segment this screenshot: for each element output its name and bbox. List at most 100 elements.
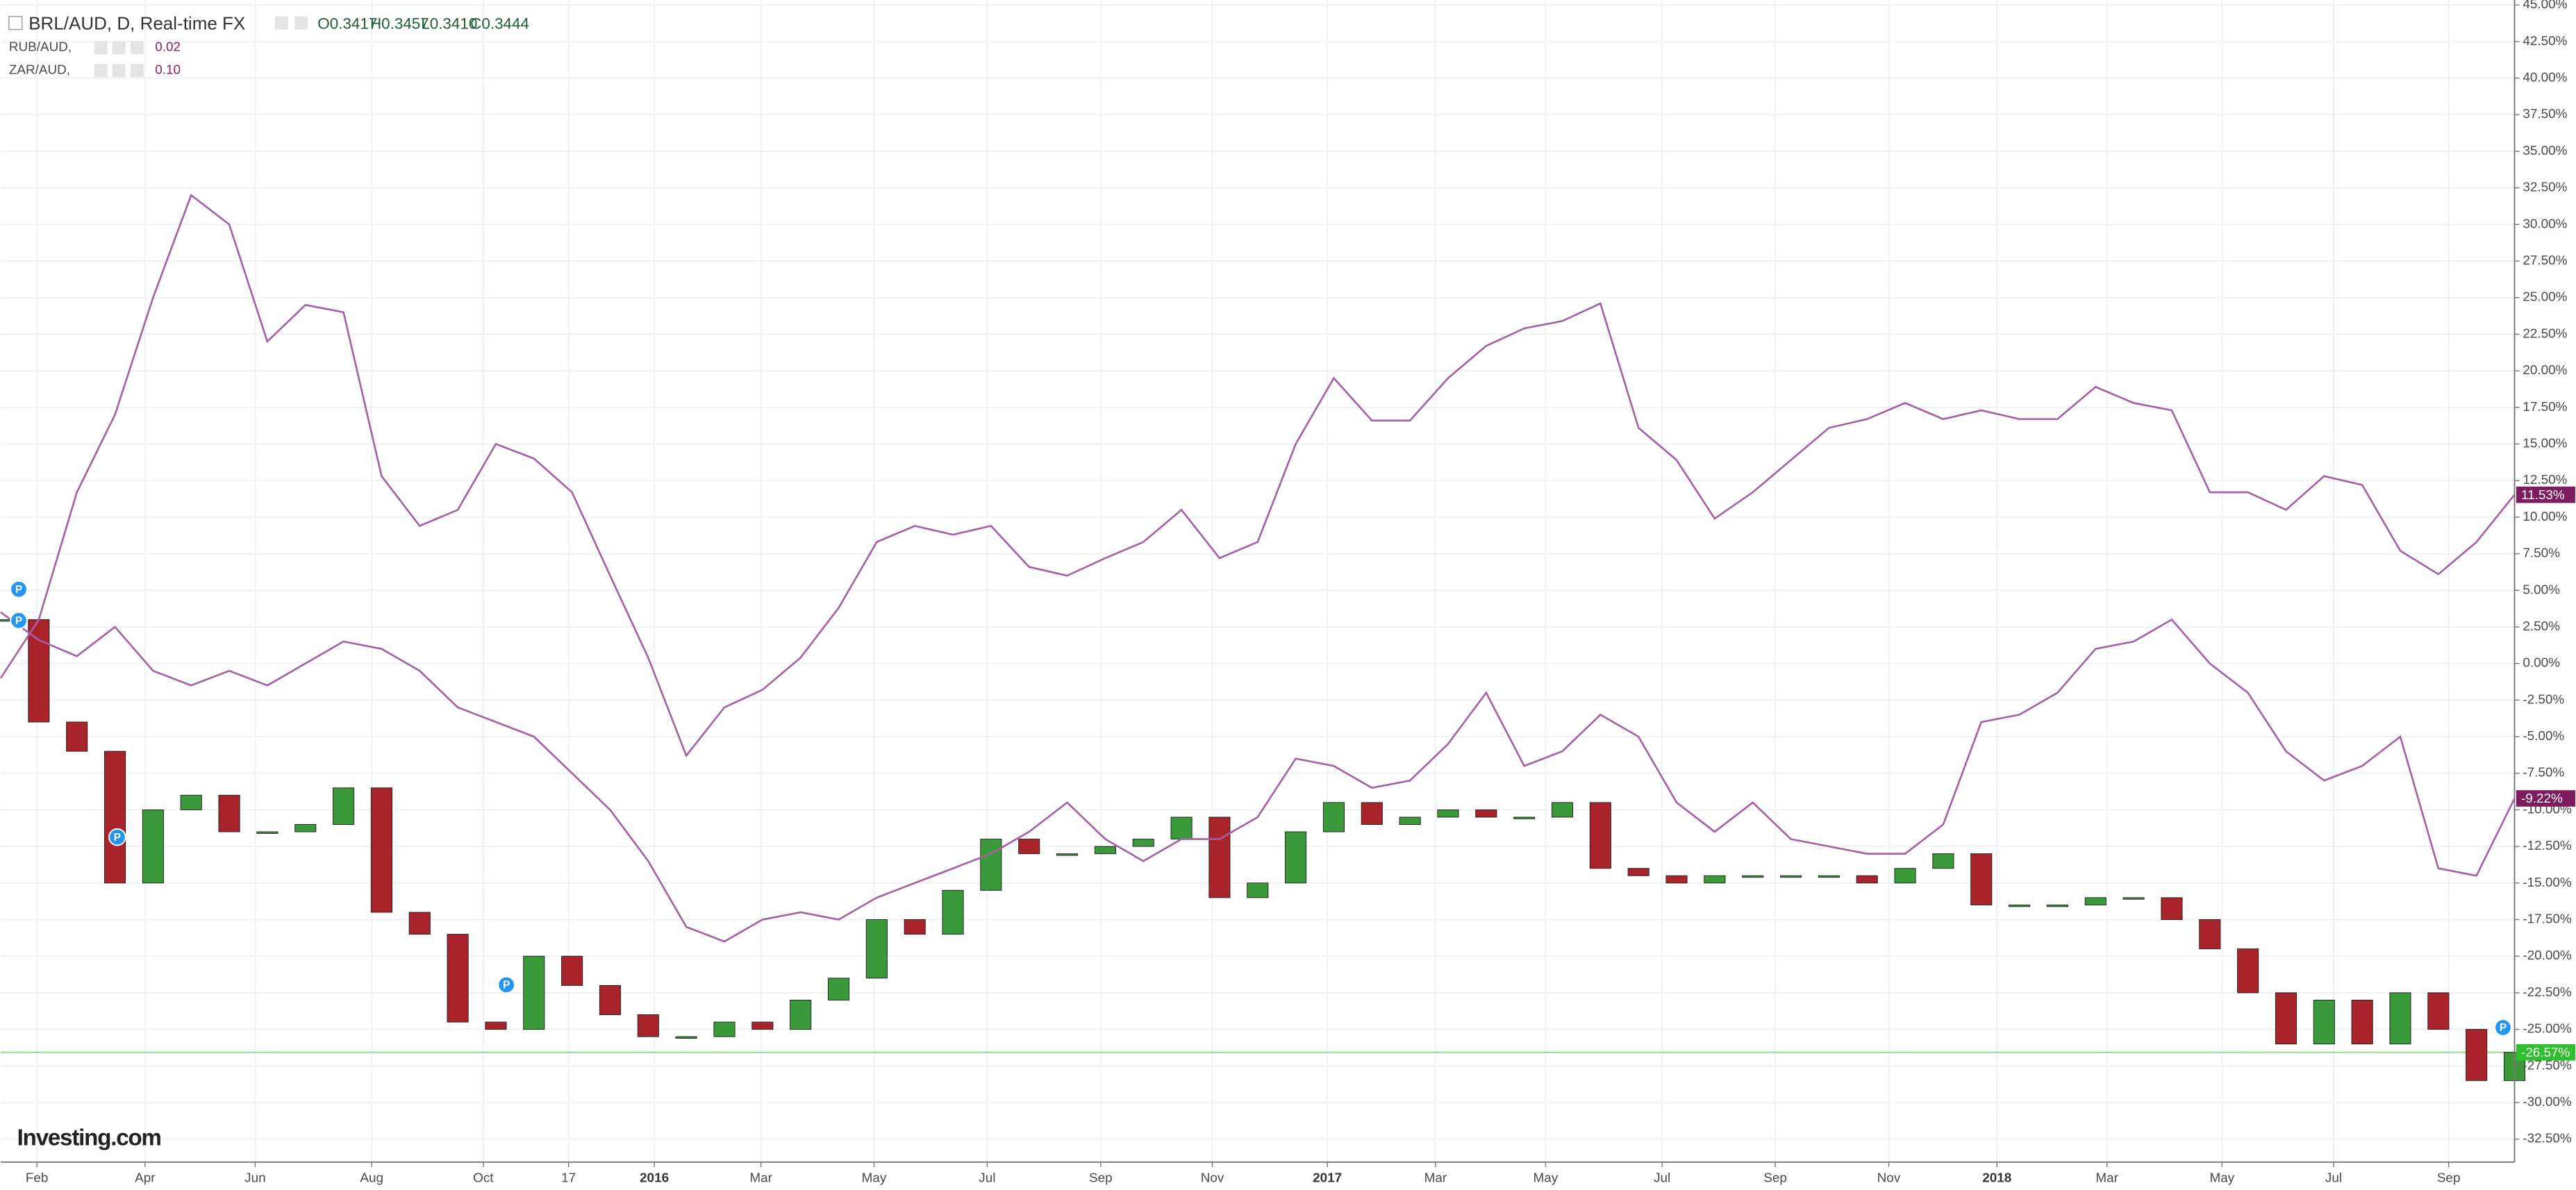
candle <box>827 978 850 1000</box>
candle <box>28 619 50 723</box>
candle <box>2389 992 2411 1045</box>
x-tick-label: Jun <box>244 1171 265 1185</box>
y-tick-label: 45.00% <box>2523 0 2567 12</box>
candle <box>2313 999 2335 1045</box>
event-marker[interactable]: P <box>2494 1019 2512 1037</box>
candle <box>2351 999 2373 1045</box>
x-tick-label: Sep <box>2437 1171 2461 1185</box>
x-tick-label: Oct <box>473 1171 494 1185</box>
candle <box>1285 831 1307 884</box>
candle <box>1399 816 1421 825</box>
y-tick-label: 27.50% <box>2523 253 2567 268</box>
event-marker-label[interactable]: P <box>503 980 510 991</box>
y-tick-label: 20.00% <box>2523 363 2567 378</box>
event-marker[interactable]: P <box>497 975 515 994</box>
series-line <box>0 194 2516 758</box>
candle <box>2237 948 2259 994</box>
y-tick-label: 15.00% <box>2523 436 2567 451</box>
candle <box>1056 853 1079 856</box>
candle <box>66 721 88 752</box>
event-marker-circle[interactable] <box>497 975 515 994</box>
y-tick-label: -25.00% <box>2523 1022 2572 1037</box>
settings-icon[interactable] <box>274 16 288 30</box>
candle <box>1094 846 1116 855</box>
x-tick-label: May <box>862 1171 887 1185</box>
candle <box>2161 897 2183 921</box>
collapse-icon[interactable] <box>8 15 23 31</box>
x-tick-label: 2016 <box>640 1171 669 1185</box>
candle <box>2427 992 2450 1030</box>
x-tick-label: May <box>2209 1171 2234 1185</box>
candle <box>408 912 431 935</box>
y-tick-label: -17.50% <box>2523 912 2572 927</box>
event-marker[interactable]: P <box>108 828 126 846</box>
hide-icon[interactable] <box>112 41 126 55</box>
x-tick-label: Sep <box>1089 1171 1113 1185</box>
last-value-badge: 11.53% <box>2516 486 2575 503</box>
event-marker-label[interactable]: P <box>114 832 121 844</box>
x-tick-label: Nov <box>1877 1171 1901 1185</box>
legend-value: 0.02 <box>155 40 181 55</box>
candle <box>1437 809 1459 818</box>
event-marker-circle[interactable] <box>108 828 126 846</box>
candle <box>103 751 126 884</box>
candle <box>256 831 279 834</box>
candle <box>1894 868 1916 884</box>
candle <box>2275 992 2297 1045</box>
candle <box>2009 904 2031 907</box>
candle <box>1513 816 1536 819</box>
candle <box>1018 839 1040 855</box>
y-tick-label: 42.50% <box>2523 34 2567 49</box>
x-tick-label: Mar <box>749 1171 772 1185</box>
x-tick-label: Jul <box>2325 1171 2342 1185</box>
candle <box>637 1014 659 1037</box>
candle <box>142 809 164 884</box>
candle <box>1132 839 1154 847</box>
badge-background <box>2516 486 2575 503</box>
candle <box>294 824 317 832</box>
settings-icon[interactable] <box>94 64 108 78</box>
legend-name: ZAR/AUD, <box>9 63 70 78</box>
badge-label: -9.22% <box>2521 791 2563 806</box>
y-tick-label: -30.00% <box>2523 1095 2572 1109</box>
y-tick-label: 40.00% <box>2523 70 2567 85</box>
axes: 45.00% 42.50% 40.00% 37.50% 35.00% 32.50% 30.0… <box>26 0 2575 1185</box>
y-tick-label: -7.50% <box>2523 766 2564 780</box>
x-tick-label: Apr <box>135 1171 155 1185</box>
event-marker-label[interactable]: P <box>15 615 22 627</box>
candle <box>1247 882 1269 898</box>
legend-name: RUB/AUD, <box>9 40 72 55</box>
event-marker-label[interactable]: P <box>2500 1022 2507 1034</box>
x-tick-label: Nov <box>1201 1171 1224 1185</box>
settings-icon[interactable] <box>94 41 108 55</box>
candle <box>2122 897 2145 900</box>
event-marker-circle[interactable] <box>10 580 28 598</box>
candle <box>1742 875 1764 878</box>
remove-icon[interactable] <box>130 41 144 55</box>
candle <box>1627 868 1650 876</box>
event-marker[interactable]: P <box>10 611 28 630</box>
candle <box>980 839 1002 891</box>
candle <box>180 794 202 810</box>
y-tick-label: 12.50% <box>2523 473 2567 487</box>
remove-icon[interactable] <box>130 64 144 78</box>
y-tick-label: 30.00% <box>2523 217 2567 231</box>
y-tick-label: 32.50% <box>2523 181 2567 195</box>
candle <box>1704 875 1726 884</box>
candle <box>599 984 622 1016</box>
event-marker[interactable]: P <box>10 580 28 598</box>
chart-title: BRL/AUD, D, Real-time FX <box>28 12 245 33</box>
event-marker-circle[interactable] <box>10 611 28 630</box>
candle <box>1475 809 1497 818</box>
hide-icon[interactable] <box>294 16 308 30</box>
y-tick-label: -20.00% <box>2523 948 2572 963</box>
candle <box>218 794 240 832</box>
x-tick-label: Sep <box>1763 1171 1787 1185</box>
y-tick-label: 10.00% <box>2523 510 2567 524</box>
event-marker-label[interactable]: P <box>15 584 22 596</box>
event-marker-circle[interactable] <box>2494 1019 2512 1037</box>
y-tick-label: -15.00% <box>2523 875 2572 890</box>
y-tick-label: 35.00% <box>2523 144 2567 158</box>
hide-icon[interactable] <box>112 64 126 78</box>
